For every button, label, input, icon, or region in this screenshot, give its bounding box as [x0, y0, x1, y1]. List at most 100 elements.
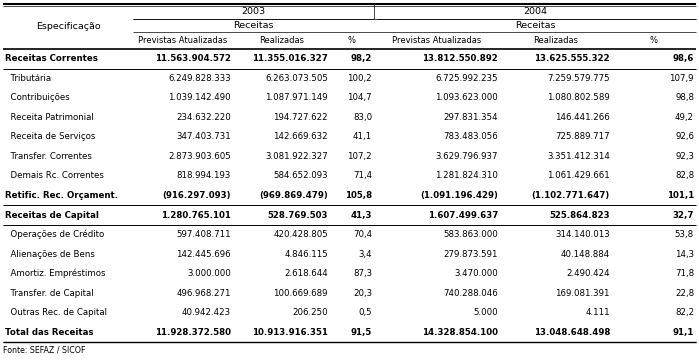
Text: 53,8: 53,8 [675, 230, 694, 239]
Text: 1.281.824.310: 1.281.824.310 [435, 171, 498, 180]
Text: 100.669.689: 100.669.689 [273, 289, 328, 298]
Text: 1.280.765.101: 1.280.765.101 [161, 211, 231, 220]
Text: 82,8: 82,8 [675, 171, 694, 180]
Text: 13.625.555.322: 13.625.555.322 [534, 54, 610, 63]
Text: 10.913.916.351: 10.913.916.351 [252, 328, 328, 337]
Text: Outras Rec. de Capital: Outras Rec. de Capital [5, 308, 107, 317]
Text: 40.942.423: 40.942.423 [182, 308, 231, 317]
Text: 2.618.644: 2.618.644 [284, 269, 328, 278]
Text: 107,2: 107,2 [347, 152, 372, 161]
Text: 87,3: 87,3 [353, 269, 372, 278]
Text: Receitas: Receitas [514, 21, 555, 30]
Text: (1.102.771.647): (1.102.771.647) [532, 191, 610, 200]
Text: 818.994.193: 818.994.193 [177, 171, 231, 180]
Text: 40.148.884: 40.148.884 [561, 250, 610, 258]
Text: 100,2: 100,2 [347, 74, 372, 83]
Text: 4.111: 4.111 [585, 308, 610, 317]
Text: 142.669.632: 142.669.632 [273, 132, 328, 142]
Text: 41,3: 41,3 [350, 211, 372, 220]
Text: Transfer. de Capital: Transfer. de Capital [5, 289, 94, 298]
Text: 91,1: 91,1 [672, 328, 694, 337]
Text: 13.048.648.498: 13.048.648.498 [533, 328, 610, 337]
Text: %: % [348, 36, 356, 45]
Text: Realizadas: Realizadas [533, 36, 579, 45]
Text: 6.725.992.235: 6.725.992.235 [435, 74, 498, 83]
Text: 107,9: 107,9 [670, 74, 694, 83]
Text: 71,4: 71,4 [353, 171, 372, 180]
Text: 1.607.499.637: 1.607.499.637 [428, 211, 498, 220]
Text: 314.140.013: 314.140.013 [555, 230, 610, 239]
Text: 279.873.591: 279.873.591 [443, 250, 498, 258]
Text: 142.445.696: 142.445.696 [176, 250, 231, 258]
Text: 1.039.142.490: 1.039.142.490 [168, 93, 231, 102]
Text: 7.259.579.775: 7.259.579.775 [547, 74, 610, 83]
Text: 1.087.971.149: 1.087.971.149 [266, 93, 328, 102]
Text: 597.408.711: 597.408.711 [176, 230, 231, 239]
Text: Previstas Atualizadas: Previstas Atualizadas [392, 36, 482, 45]
Text: Receitas Correntes: Receitas Correntes [5, 54, 98, 63]
Text: 83,0: 83,0 [353, 113, 372, 122]
Text: 297.831.354: 297.831.354 [443, 113, 498, 122]
Text: 1.093.623.000: 1.093.623.000 [435, 93, 498, 102]
Text: 5.000: 5.000 [473, 308, 498, 317]
Text: Especificação: Especificação [36, 22, 101, 31]
Text: 11.928.372.580: 11.928.372.580 [155, 328, 231, 337]
Text: Total das Receitas: Total das Receitas [5, 328, 94, 337]
Text: 82,2: 82,2 [675, 308, 694, 317]
Text: 4.846.115: 4.846.115 [284, 250, 328, 258]
Text: (969.869.479): (969.869.479) [259, 191, 328, 200]
Text: 347.403.731: 347.403.731 [176, 132, 231, 142]
Text: 3.470.000: 3.470.000 [454, 269, 498, 278]
Text: Tributária: Tributária [5, 74, 51, 83]
Text: 92,6: 92,6 [675, 132, 694, 142]
Text: 98,6: 98,6 [672, 54, 694, 63]
Text: (1.091.196.429): (1.091.196.429) [420, 191, 498, 200]
Text: 70,4: 70,4 [353, 230, 372, 239]
Text: 194.727.622: 194.727.622 [273, 113, 328, 122]
Text: Receitas: Receitas [233, 21, 274, 30]
Text: 104,7: 104,7 [347, 93, 372, 102]
Text: 420.428.805: 420.428.805 [273, 230, 328, 239]
Text: Receitas de Capital: Receitas de Capital [5, 211, 99, 220]
Text: 49,2: 49,2 [675, 113, 694, 122]
Text: 3.629.796.937: 3.629.796.937 [435, 152, 498, 161]
Text: 91,5: 91,5 [351, 328, 372, 337]
Text: 41,1: 41,1 [353, 132, 372, 142]
Text: 92,3: 92,3 [675, 152, 694, 161]
Text: 725.889.717: 725.889.717 [556, 132, 610, 142]
Text: 11.355.016.327: 11.355.016.327 [252, 54, 328, 63]
Text: Contribuições: Contribuições [5, 93, 70, 102]
Text: Retific. Rec. Orçament.: Retific. Rec. Orçament. [5, 191, 118, 200]
Text: 11.563.904.572: 11.563.904.572 [155, 54, 231, 63]
Text: 2.490.424: 2.490.424 [566, 269, 610, 278]
Text: 740.288.046: 740.288.046 [443, 289, 498, 298]
Text: Realizadas: Realizadas [259, 36, 304, 45]
Text: Transfer. Correntes: Transfer. Correntes [5, 152, 92, 161]
Text: 3.081.922.327: 3.081.922.327 [265, 152, 328, 161]
Text: Operações de Crédito: Operações de Crédito [5, 230, 104, 239]
Text: 206.250: 206.250 [292, 308, 328, 317]
Text: 583.863.000: 583.863.000 [443, 230, 498, 239]
Text: 32,7: 32,7 [672, 211, 694, 220]
Text: 1.080.802.589: 1.080.802.589 [547, 93, 610, 102]
Text: 6.249.828.333: 6.249.828.333 [168, 74, 231, 83]
Text: 2003: 2003 [241, 7, 266, 16]
Text: 98,8: 98,8 [675, 93, 694, 102]
Text: 0,5: 0,5 [359, 308, 372, 317]
Text: Previstas Atualizadas: Previstas Atualizadas [138, 36, 228, 45]
Text: 98,2: 98,2 [351, 54, 372, 63]
Text: 6.263.073.505: 6.263.073.505 [265, 74, 328, 83]
Text: 584.652.093: 584.652.093 [273, 171, 328, 180]
Text: 146.441.266: 146.441.266 [555, 113, 610, 122]
Text: 169.081.391: 169.081.391 [556, 289, 610, 298]
Text: Receita Patrimonial: Receita Patrimonial [5, 113, 94, 122]
Text: Alienações de Bens: Alienações de Bens [5, 250, 95, 258]
Text: 3.000.000: 3.000.000 [187, 269, 231, 278]
Text: 22,8: 22,8 [675, 289, 694, 298]
Text: 783.483.056: 783.483.056 [443, 132, 498, 142]
Text: Amortiz. Empréstimos: Amortiz. Empréstimos [5, 269, 106, 278]
Text: %: % [650, 36, 658, 45]
Text: 14.328.854.100: 14.328.854.100 [422, 328, 498, 337]
Text: 3.351.412.314: 3.351.412.314 [547, 152, 610, 161]
Text: 101,1: 101,1 [667, 191, 694, 200]
